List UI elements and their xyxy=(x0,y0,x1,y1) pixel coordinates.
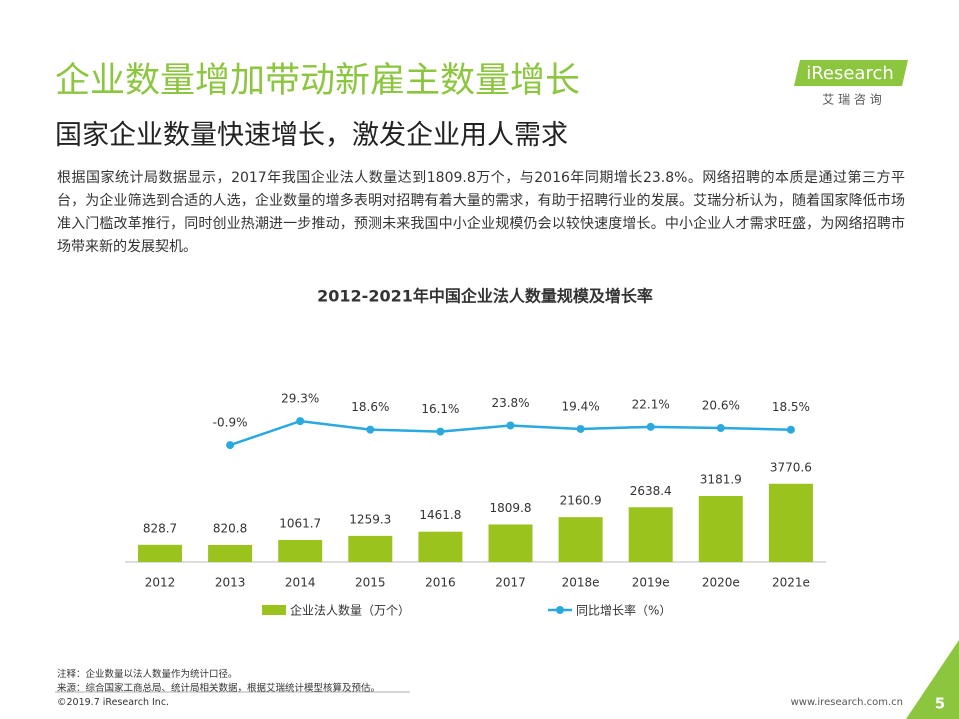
bar xyxy=(628,507,673,562)
logo-badge xyxy=(794,60,908,86)
legend-swatch xyxy=(556,606,564,614)
slide-subtitle: 国家企业数量快速增长，激发企业用人需求 xyxy=(55,120,568,151)
line-point xyxy=(716,424,725,433)
line-point xyxy=(506,421,515,430)
line-label: -0.9% xyxy=(213,416,248,430)
line-label: 23.8% xyxy=(491,396,529,410)
bar xyxy=(278,539,323,562)
logo-name: 艾 瑞 咨 询 xyxy=(822,92,881,107)
bar-label: 2160.9 xyxy=(560,494,602,508)
line-point xyxy=(366,425,375,434)
line-point xyxy=(226,441,235,450)
bar xyxy=(348,535,393,562)
line-label: 29.3% xyxy=(281,392,319,406)
bar xyxy=(768,483,813,562)
bar-label: 1259.3 xyxy=(349,512,391,526)
chart-title: 2012-2021年中国企业法人数量规模及增长率 xyxy=(317,287,653,306)
x-tick-label: 2020e xyxy=(702,576,740,590)
x-tick-label: 2013 xyxy=(215,576,246,590)
corner-accent xyxy=(906,640,959,719)
legend-label: 企业法人数量（万个） xyxy=(290,603,410,618)
bar-label: 1461.8 xyxy=(419,508,461,522)
logo-brand: iResearch xyxy=(806,63,894,84)
bar xyxy=(138,544,182,562)
x-tick-label: 2019e xyxy=(632,576,670,590)
bar xyxy=(488,524,533,562)
bar-label: 3181.9 xyxy=(700,472,742,486)
x-tick-label: 2018e xyxy=(562,576,600,590)
bar-label: 820.8 xyxy=(213,521,247,535)
website: www.iresearch.com.cn xyxy=(790,697,903,708)
slide-title: 企业数量增加带动新雇主数量增长 xyxy=(55,61,581,101)
bar xyxy=(418,531,463,562)
x-tick-label: 2015 xyxy=(355,576,386,590)
bar xyxy=(208,544,253,562)
x-tick-label: 2017 xyxy=(495,576,526,590)
bar-label: 1061.7 xyxy=(279,516,321,530)
bar xyxy=(698,495,743,562)
x-tick-label: 2021e xyxy=(772,576,810,590)
bar-label: 2638.4 xyxy=(630,484,672,498)
bar xyxy=(558,517,603,562)
x-tick-label: 2016 xyxy=(425,576,456,590)
line-label: 18.6% xyxy=(351,400,389,414)
note: 注释：企业数量以法人数量作为统计口径。 xyxy=(57,669,238,680)
line-label: 22.1% xyxy=(632,397,670,411)
copyright: ©2019.7 iResearch Inc. xyxy=(57,697,170,708)
x-tick-label: 2012 xyxy=(145,576,176,590)
line-point xyxy=(646,422,655,431)
page-number: 5 xyxy=(935,695,945,713)
line-point xyxy=(576,424,585,433)
legend-label: 同比增长率（%） xyxy=(576,603,671,618)
line-label: 20.6% xyxy=(702,399,740,413)
bar-label: 1809.8 xyxy=(490,501,532,515)
source: 来源：综合国家工商总局、统计局相关数据，根据艾瑞统计模型核算及预估。 xyxy=(57,683,381,694)
line-point xyxy=(296,417,305,426)
line-label: 16.1% xyxy=(421,402,459,416)
line-label: 18.5% xyxy=(772,400,810,414)
bar-label: 3770.6 xyxy=(770,460,812,474)
paragraph: 根据国家统计局数据显示，2017年我国企业法人数量达到1809.8万个，与201… xyxy=(57,170,905,255)
bar-label: 828.7 xyxy=(143,521,177,535)
x-tick-label: 2014 xyxy=(285,576,316,590)
line-point xyxy=(786,425,795,434)
legend-swatch xyxy=(262,605,286,615)
line-point xyxy=(436,427,445,436)
line-label: 19.4% xyxy=(562,399,600,413)
